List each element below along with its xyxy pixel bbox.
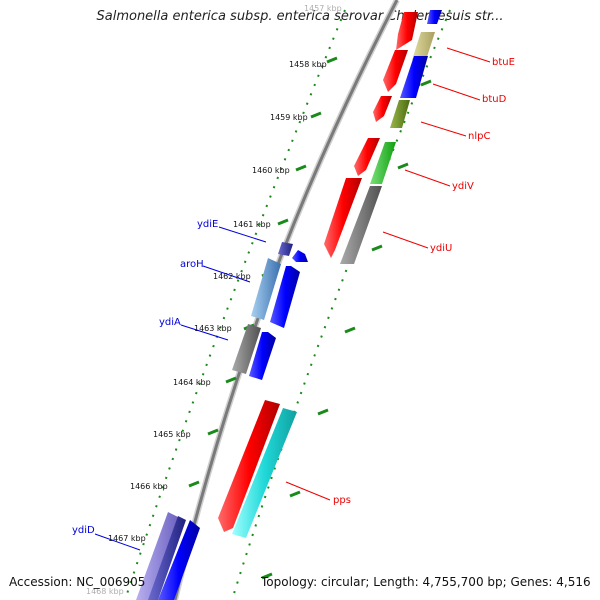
kbp-label-1464: 1464 kbp: [173, 378, 211, 387]
gene-nlpC-arrow[interactable]: [390, 100, 410, 128]
gene-label-ydiD[interactable]: ydiD: [72, 525, 95, 536]
gene-label-ydiA[interactable]: ydiA: [159, 317, 181, 328]
kbp-label-1461: 1461 kbp: [233, 220, 271, 229]
kbp-label-1463: 1463 kbp: [194, 324, 232, 333]
gene-ydiD-blue-arrow[interactable]: [158, 520, 200, 600]
gene-ydiA-blue-arrow[interactable]: [249, 332, 276, 380]
kbp-label-1457: 1457 kbp: [304, 4, 342, 13]
topology-text: Topology: circular; Length: 4,755,700 bp…: [261, 575, 591, 589]
gene-pps-arrow[interactable]: [232, 408, 297, 538]
accession-text: Accession: NC_006905: [9, 575, 146, 589]
kbp-label-1458: 1458 kbp: [289, 60, 327, 69]
gene-label-ydiV[interactable]: ydiV: [452, 181, 474, 192]
kbp-label-1468: 1468 kbp: [86, 587, 124, 596]
kbp-label-1466: 1466 kbp: [130, 482, 168, 491]
blue-leader-lines: [94, 226, 267, 551]
gene-pps-red-arrow[interactable]: [218, 400, 280, 532]
gene-label-aroH[interactable]: aroH: [180, 259, 204, 270]
gene-label-nlpC[interactable]: nlpC: [468, 131, 490, 142]
kbp-label-1460: 1460 kbp: [252, 166, 290, 175]
kbp-label-1467: 1467 kbp: [108, 534, 146, 543]
genome-backbone-core: [173, 0, 399, 600]
gene-btuD-upper-arrow[interactable]: [427, 10, 442, 24]
kbp-label-1462: 1462 kbp: [213, 272, 251, 281]
gene-btuE-arrow[interactable]: [412, 32, 435, 60]
gene-ydiE-arrow[interactable]: [278, 242, 293, 256]
gene-ydiV-red-arrow[interactable]: [354, 138, 380, 176]
map-title: Salmonella enterica subsp. enterica sero…: [96, 9, 504, 24]
red-leader-lines: [285, 47, 491, 501]
kbp-label-1459: 1459 kbp: [270, 113, 308, 122]
gene-ydiD-navy-arrow[interactable]: [148, 516, 186, 600]
gene-ydiE-blue-arrow[interactable]: [292, 250, 308, 262]
gene-nlpC-red-arrow[interactable]: [373, 96, 392, 122]
gene-label-ydiE[interactable]: ydiE: [197, 219, 218, 230]
gene-label-btuD[interactable]: btuD: [482, 94, 507, 105]
kbp-label-1465: 1465 kbp: [153, 430, 191, 439]
gene-ydiV-arrow[interactable]: [370, 142, 396, 184]
gene-ydiD-lav-arrow[interactable]: [136, 512, 180, 600]
gene-label-pps[interactable]: pps: [333, 495, 351, 506]
gene-aroH-blue-arrow[interactable]: [270, 266, 300, 328]
gene-btuE-upper-arrow[interactable]: [396, 12, 418, 50]
major-ticks: [169, 56, 432, 580]
gene-ydiU-arrow[interactable]: [340, 186, 382, 264]
gene-ydiA-arrow[interactable]: [232, 324, 261, 374]
gene-btuD-red-arrow[interactable]: [383, 50, 408, 92]
gene-ydiU-red-arrow[interactable]: [324, 178, 362, 258]
gene-label-btuE[interactable]: btuE: [492, 57, 515, 68]
gene-aroH-arrow[interactable]: [251, 258, 281, 320]
gene-btuD-arrow[interactable]: [400, 56, 428, 98]
gene-label-ydiU[interactable]: ydiU: [430, 243, 452, 254]
